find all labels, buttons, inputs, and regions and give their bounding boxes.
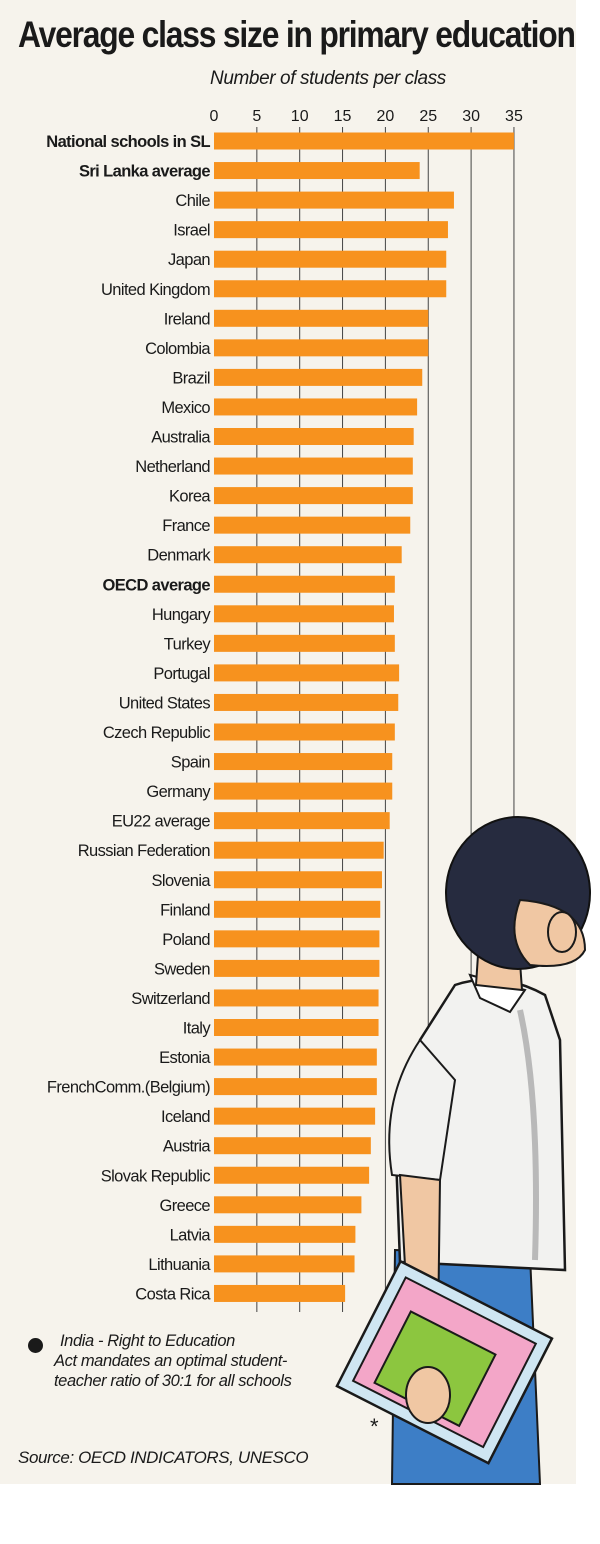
bar (214, 693, 399, 711)
x-tick-label: 10 (291, 108, 309, 125)
x-tick-label: 25 (419, 108, 437, 125)
category-labels: National schools in SL Sri Lanka average C… (46, 133, 212, 1303)
bar (214, 516, 411, 534)
category-label: Germany (146, 783, 211, 801)
bar (214, 1078, 377, 1096)
category-label: Sri Lanka average (79, 163, 210, 181)
bar (214, 605, 394, 623)
category-label: Israel (173, 222, 210, 240)
x-tick-labels: 0 5 10 15 20 25 30 35 (210, 108, 523, 125)
bar (214, 900, 381, 918)
category-label: Switzerland (131, 990, 210, 1008)
note-line-1: India - Right to Education (60, 1332, 235, 1350)
bar (214, 1196, 362, 1214)
bar (214, 221, 448, 239)
bar (214, 398, 418, 416)
bar (214, 309, 429, 327)
bar (214, 782, 393, 800)
category-label: Hungary (152, 606, 212, 624)
bar (214, 428, 414, 445)
bar (214, 1284, 346, 1302)
category-label: Denmark (147, 547, 211, 565)
bar (214, 1137, 371, 1155)
category-label: Costa Rica (135, 1285, 211, 1303)
category-label: Netherland (135, 458, 210, 476)
category-label: Czech Republic (103, 724, 211, 742)
category-label: EU22 average (112, 813, 211, 831)
bar (214, 930, 380, 948)
category-label: Korea (169, 488, 211, 506)
asterisk-marker: * (370, 1414, 379, 1439)
bar (214, 1019, 379, 1036)
category-label: Latvia (170, 1226, 212, 1244)
bar (214, 487, 413, 505)
category-label: Portugal (153, 665, 210, 683)
category-label: Greece (159, 1197, 210, 1215)
category-label: FrenchComm.(Belgium) (47, 1079, 210, 1097)
bar (214, 959, 380, 977)
x-tick-label: 5 (252, 108, 261, 125)
category-label: United Kingdom (101, 281, 210, 299)
category-label: United States (119, 694, 211, 712)
bar (214, 250, 447, 268)
category-label: Iceland (161, 1108, 210, 1126)
category-label: Estonia (159, 1049, 211, 1067)
bar (214, 1255, 355, 1273)
bar (214, 723, 395, 741)
category-label: Austria (163, 1138, 212, 1156)
category-label: Slovenia (152, 872, 212, 890)
category-label: Ireland (164, 310, 211, 328)
category-label: Russian Federation (78, 842, 211, 860)
category-label: Italy (183, 1020, 212, 1038)
bars (214, 132, 514, 1302)
note-text: Act mandates an optimal student-teacher … (54, 1352, 292, 1390)
category-label: Australia (151, 429, 211, 447)
bar (214, 191, 454, 209)
category-label: Finland (160, 901, 210, 919)
category-label: Japan (168, 251, 210, 269)
bar (214, 989, 379, 1007)
bar (214, 1225, 356, 1243)
note-bullet-icon (28, 1338, 43, 1353)
x-tick-label: 30 (462, 108, 480, 125)
bar (214, 162, 420, 180)
x-tick-label: 35 (505, 108, 523, 125)
category-label: Chile (175, 192, 210, 210)
bar (214, 1048, 377, 1066)
bar (214, 575, 395, 593)
category-label: France (162, 517, 210, 535)
bar (214, 280, 447, 298)
category-label: OECD average (103, 576, 211, 594)
category-label: Colombia (145, 340, 211, 358)
bar (214, 368, 423, 386)
category-label: Poland (162, 931, 210, 949)
bar (214, 546, 402, 564)
bar (214, 664, 400, 682)
bar (214, 1166, 370, 1184)
bar (214, 841, 384, 859)
bar (214, 339, 429, 357)
axis-title: Number of students per class (210, 68, 446, 89)
source-text: Source: OECD INDICATORS, UNESCO (18, 1448, 309, 1467)
category-label: Brazil (172, 369, 210, 387)
chart-title: Average class size in primary education (18, 14, 576, 55)
bar (214, 132, 514, 150)
x-tick-label: 15 (334, 108, 352, 125)
category-label: Mexico (161, 399, 210, 417)
category-label: Turkey (164, 635, 212, 653)
category-label: Slovak Republic (101, 1167, 211, 1185)
bar (214, 457, 413, 475)
category-label: Sweden (154, 960, 210, 978)
category-label: Lithuania (148, 1256, 211, 1274)
bar (214, 634, 395, 652)
x-tick-label: 20 (377, 108, 395, 125)
x-tick-label: 0 (210, 108, 219, 125)
bar (214, 812, 390, 830)
bar (214, 1107, 376, 1125)
category-label: Spain (171, 754, 211, 772)
category-label: National schools in SL (46, 133, 210, 151)
bar (214, 753, 393, 771)
bar (214, 871, 382, 889)
